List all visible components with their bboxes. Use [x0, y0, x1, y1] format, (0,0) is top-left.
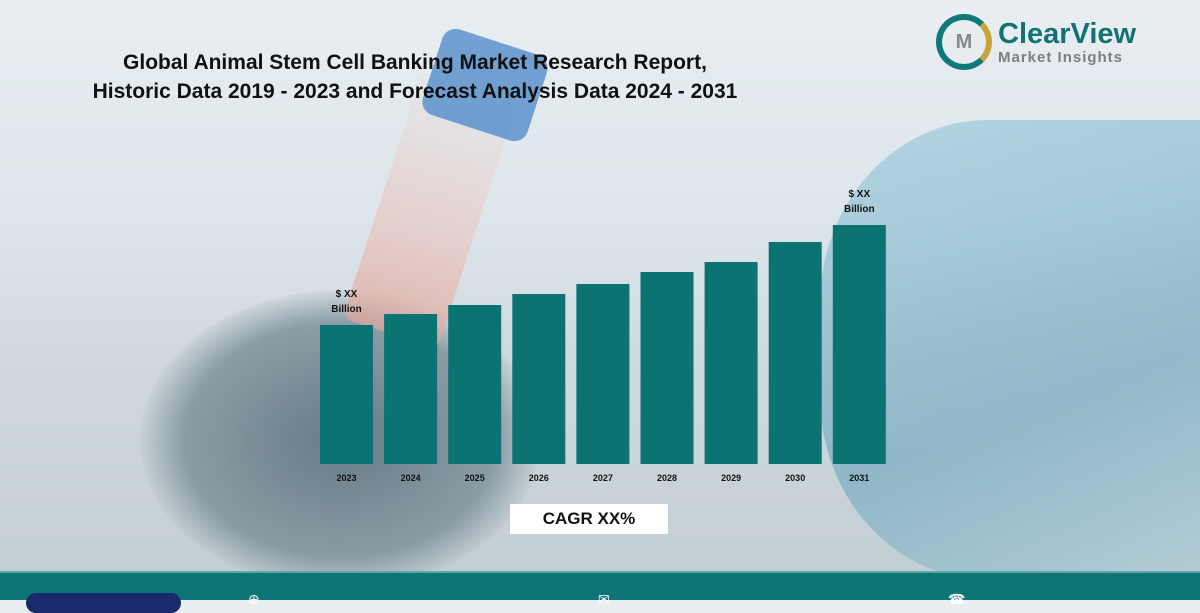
cagr-label: CAGR XX% — [510, 504, 668, 534]
bar-2026 — [512, 294, 566, 464]
title-line-1: Global Animal Stem Cell Banking Market R… — [123, 51, 707, 74]
logo-tagline: Market Insights — [998, 48, 1124, 66]
phone-icon: ☎ — [948, 591, 966, 607]
footer-button[interactable] — [26, 593, 181, 613]
x-tick-label: 2028 — [657, 473, 677, 483]
bar-2027 — [576, 284, 630, 464]
bar-2024 — [384, 314, 438, 464]
x-tick-label: 2030 — [785, 473, 805, 483]
x-tick-label: 2029 — [721, 473, 741, 483]
bar-2030 — [768, 242, 822, 464]
x-tick-label: 2027 — [593, 473, 613, 483]
x-tick-label: 2024 — [401, 473, 421, 483]
bar-2031 — [832, 225, 886, 464]
logo-mark-letter: M — [955, 30, 973, 53]
bar-2029 — [704, 262, 758, 464]
globe-icon: ⊕ — [248, 591, 260, 607]
data-label: $ XX — [848, 189, 870, 200]
data-label: Billion — [844, 204, 875, 215]
logo-name: ClearView — [998, 17, 1137, 50]
x-tick-label: 2031 — [849, 473, 869, 483]
title-line-2: Historic Data 2019 - 2023 and Forecast A… — [92, 80, 738, 103]
logo: M ClearView Market Insights — [936, 14, 1136, 70]
bar-2028 — [640, 272, 694, 464]
footer-bar: ⊕ ✉ ☎ — [0, 571, 1200, 613]
logo-mark-icon: M — [936, 14, 992, 70]
data-label: $ XX — [336, 289, 358, 300]
mail-icon: ✉ — [598, 591, 610, 607]
bar-2025 — [448, 305, 502, 464]
x-tick-label: 2025 — [465, 473, 485, 483]
page-title: Global Animal Stem Cell Banking Market R… — [40, 48, 790, 106]
bar-chart: 2023 $ XX Billion 2024 2025 2026 2027 2028 2029 2… — [320, 189, 886, 483]
data-label: Billion — [331, 304, 362, 315]
bar-2023 — [320, 325, 373, 464]
x-tick-label: 2026 — [529, 473, 549, 483]
x-tick-label: 2023 — [336, 473, 356, 483]
